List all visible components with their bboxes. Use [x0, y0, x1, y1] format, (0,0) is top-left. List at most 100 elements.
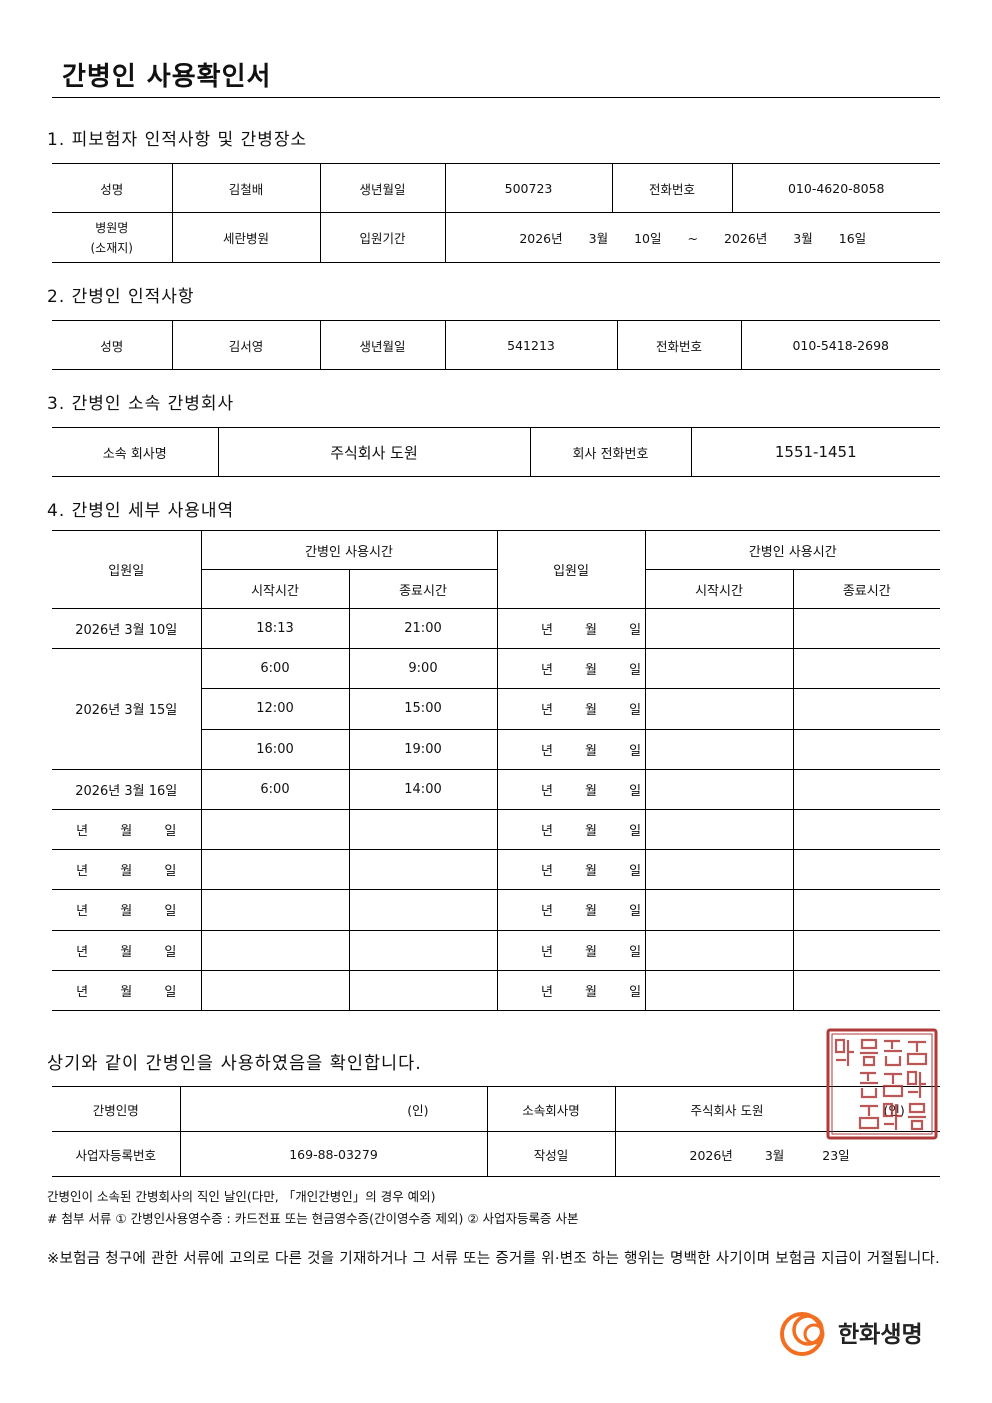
section-2-heading: 2. 간병인 인적사항 [47, 287, 195, 307]
usage-row: 2026년 3월 10일 18:13 21:00 년 월 일 [52, 607, 940, 649]
start-time-2 [644, 849, 794, 890]
end-time-header: 종료시간 [348, 569, 498, 609]
usage-time-header-2: 간병인 사용시간 [644, 530, 940, 570]
admit-date-2: 년 월 일 [496, 728, 646, 770]
company-name: 주식회사 도원 [217, 427, 530, 477]
caregiver-phone: 010-5418-2698 [740, 320, 940, 370]
admit-date-2: 년 월 일 [496, 929, 646, 971]
confirmation-statement: 상기와 같이 간병인을 사용하였음을 확인합니다. [47, 1054, 422, 1074]
end-time-2 [792, 688, 940, 730]
company-label: 소속 회사명 [52, 427, 218, 477]
end-time-2 [792, 929, 940, 971]
period-start-month: 3월 [588, 231, 609, 246]
admit-date-2: 년 월 일 [496, 688, 646, 730]
start-time-2 [644, 688, 794, 730]
start-time-2 [644, 607, 794, 649]
end-time [348, 808, 498, 850]
start-time-2 [644, 728, 794, 770]
start-time: 16:00 [200, 728, 349, 770]
stamp-glyph [882, 1072, 904, 1098]
usage-time-header: 간병인 사용시간 [200, 530, 498, 570]
start-time [200, 929, 349, 971]
section-3-heading: 3. 간병인 소속 간병회사 [47, 394, 235, 414]
name-label: 성명 [52, 163, 172, 213]
company-phone-label: 회사 전화번호 [529, 427, 691, 477]
hanwha-life-logo: 한화생명 [778, 1306, 923, 1358]
admit-date-2: 년 월 일 [496, 768, 646, 810]
start-time-2 [644, 768, 794, 810]
start-time: 12:00 [200, 688, 349, 730]
start-time-2 [644, 808, 794, 850]
period-end-day: 16일 [838, 231, 867, 246]
end-time: 19:00 [348, 728, 498, 770]
name-label: 성명 [52, 320, 172, 370]
company-seal-stamp [826, 1028, 938, 1140]
admit-date: 년 월 일 [52, 969, 201, 1011]
caregiver-name: 김서영 [171, 320, 320, 370]
admit-date-2: 년 월 일 [496, 969, 646, 1011]
start-time-2 [644, 648, 794, 689]
end-time: 14:00 [348, 768, 498, 810]
admit-date-header: 입원일 [52, 530, 201, 609]
admit-date-2: 년 월 일 [496, 607, 646, 649]
hospital-label-sub: (소재지) [90, 240, 133, 255]
bizno-label: 사업자등록번호 [52, 1131, 180, 1177]
admit-date-header-2: 입원일 [496, 530, 646, 609]
bizno-value: 169-88-03279 [179, 1131, 487, 1177]
stamp-glyph [906, 1070, 926, 1098]
end-time [348, 889, 498, 930]
end-time: 15:00 [348, 688, 498, 730]
stamp-glyph [906, 1040, 928, 1066]
start-time-2 [644, 969, 794, 1011]
title-divider [52, 97, 940, 98]
caregiver-birth: 541213 [444, 320, 617, 370]
end-time: 9:00 [348, 648, 498, 689]
end-time: 21:00 [348, 607, 498, 649]
date-label: 작성일 [486, 1131, 615, 1177]
fraud-warning: ※보험금 청구에 관한 서류에 고의로 다른 것을 기재하거나 그 서류 또는 … [47, 1251, 941, 1267]
end-time-2 [792, 607, 940, 649]
stamp-glyph [860, 1071, 878, 1099]
phone-label: 전화번호 [616, 320, 741, 370]
usage-row: 2026년 3월 15일 6:00 9:00 년 월 일 [52, 648, 940, 770]
end-time-2 [792, 808, 940, 850]
hospital-name: 세란병원 [171, 212, 320, 263]
section-1-heading: 1. 피보험자 인적사항 및 간병장소 [47, 130, 308, 150]
page-title: 간병인 사용확인서 [62, 62, 272, 92]
admit-date: 년 월 일 [52, 849, 201, 890]
stamp-glyph [860, 1038, 878, 1067]
admit-date: 2026년 3월 15일 [52, 648, 201, 770]
start-time: 6:00 [200, 768, 349, 810]
insured-name: 김철배 [171, 163, 320, 213]
usage-detail-table: 입원일 간병인 사용시간 입원일 간병인 사용시간 시작시간 종료시간 시작시간… [52, 530, 940, 1011]
end-time [348, 969, 498, 1011]
company-phone: 1551-1451 [690, 427, 940, 477]
company-info-table: 소속 회사명 주식회사 도원 회사 전화번호 1551-1451 [52, 427, 940, 477]
start-time-2 [644, 889, 794, 930]
end-time [348, 929, 498, 971]
period-end-year: 2026년 [723, 231, 768, 246]
end-time-header-2: 종료시간 [792, 569, 940, 609]
company-name-value: 주식회사 도원 [690, 1102, 764, 1118]
admit-date-2: 년 월 일 [496, 808, 646, 850]
seal-note: 간병인이 소속된 간병회사의 직인 날인(다만, 「개인간병인」의 경우 예외) [47, 1189, 436, 1204]
company-seal-mark: (인) [883, 1102, 905, 1118]
start-time-2 [644, 929, 794, 971]
stamp-glyph [834, 1038, 854, 1066]
stamp-glyph [882, 1102, 902, 1130]
start-time-header-2: 시작시간 [644, 569, 794, 609]
admit-date-2: 년 월 일 [496, 889, 646, 930]
usage-row: 16:00 19:00 년 월 일 [52, 728, 940, 770]
admit-date: 년 월 일 [52, 889, 201, 930]
admit-date: 년 월 일 [52, 808, 201, 850]
period-start-day: 10일 [634, 231, 662, 246]
company-seal-cell: 주식회사 도원 (인) [614, 1086, 940, 1132]
company-name-label: 소속회사명 [486, 1086, 615, 1132]
written-year: 2026년 [689, 1147, 733, 1163]
start-time [200, 849, 349, 890]
